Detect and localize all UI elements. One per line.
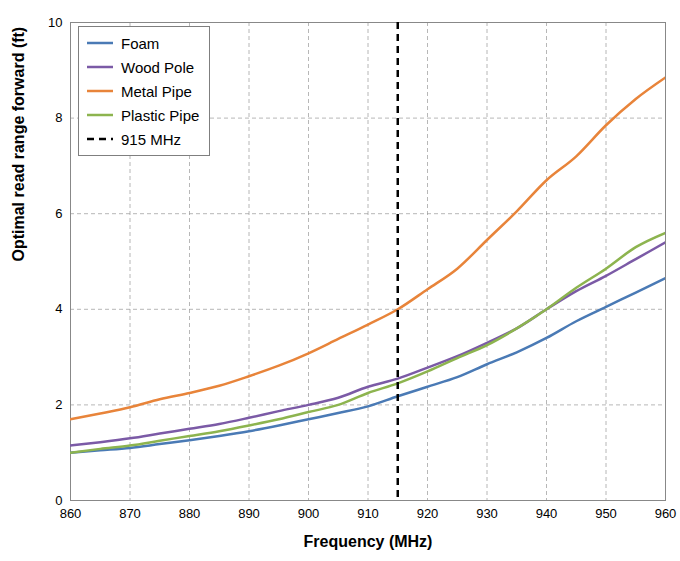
html-text:Wood Pole: Wood Pole xyxy=(121,58,195,76)
svg-text:10: 10 xyxy=(48,15,62,30)
html-text:Metal Pipe: Metal Pipe xyxy=(121,82,192,100)
html-text:915 MHz: 915 MHz xyxy=(121,130,181,148)
svg-text:900: 900 xyxy=(298,506,320,521)
svg-text:950: 950 xyxy=(595,506,617,521)
svg-text:Optimal read range forward (ft: Optimal read range forward (ft) xyxy=(10,27,27,262)
html-text:Foam: Foam xyxy=(121,34,160,52)
svg-text:960: 960 xyxy=(655,506,677,521)
svg-text:0: 0 xyxy=(55,493,62,508)
svg-text:6: 6 xyxy=(55,206,62,221)
svg-text:940: 940 xyxy=(536,506,558,521)
svg-text:2: 2 xyxy=(55,397,62,412)
svg-text:880: 880 xyxy=(179,506,201,521)
svg-text:890: 890 xyxy=(238,506,260,521)
svg-text:920: 920 xyxy=(417,506,439,521)
svg-text:Frequency (MHz): Frequency (MHz) xyxy=(304,533,433,550)
svg-text:910: 910 xyxy=(357,506,379,521)
svg-text:870: 870 xyxy=(119,506,141,521)
svg-text:860: 860 xyxy=(60,506,82,521)
svg-text:930: 930 xyxy=(476,506,498,521)
svg-text:8: 8 xyxy=(55,110,62,125)
html-text:Plastic Pipe: Plastic Pipe xyxy=(121,106,200,124)
svg-text:4: 4 xyxy=(55,301,62,316)
